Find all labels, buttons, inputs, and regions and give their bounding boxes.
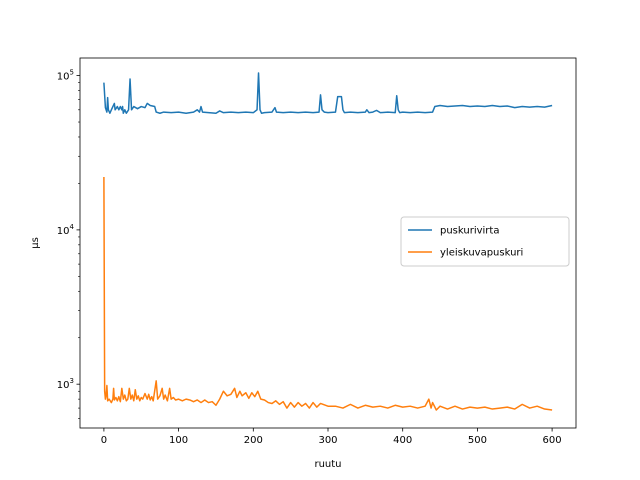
- y-axis-label: µs: [30, 237, 41, 249]
- x-axis: 0 100 200 300 400 500 600: [101, 428, 562, 446]
- legend: puskurivirta yleiskuvapuskuri: [400, 216, 570, 267]
- y-tick-label: 103: [57, 377, 74, 391]
- y-tick-label: 104: [57, 223, 75, 237]
- plot-area: [103, 72, 553, 411]
- x-tick-label: 600: [543, 435, 562, 446]
- x-tick-label: 0: [101, 435, 107, 446]
- series-line-0: [103, 72, 553, 114]
- x-tick-label: 200: [244, 435, 263, 446]
- y-tick-label: 105: [57, 69, 74, 83]
- legend-box: [400, 216, 570, 267]
- series-line-1: [103, 177, 553, 411]
- legend-label-0: puskurivirta: [440, 226, 499, 237]
- x-tick-label: 500: [468, 435, 487, 446]
- y-axis: 103 104 105: [57, 69, 80, 419]
- x-tick-label: 300: [318, 435, 337, 446]
- x-tick-label: 400: [393, 435, 412, 446]
- x-tick-label: 100: [169, 435, 188, 446]
- x-axis-label: ruutu: [314, 459, 341, 470]
- legend-label-1: yleiskuvapuskuri: [440, 248, 523, 259]
